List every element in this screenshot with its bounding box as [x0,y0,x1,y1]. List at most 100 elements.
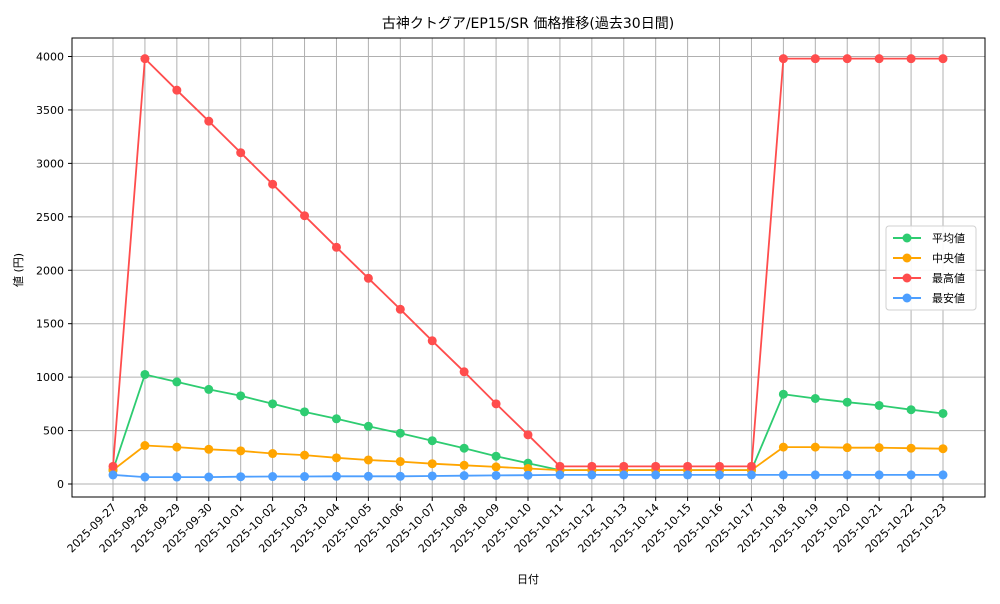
data-point [778,442,788,452]
data-point [874,470,884,480]
data-point [587,461,597,471]
legend-marker [902,253,912,263]
data-point [874,54,884,64]
data-point [555,470,565,480]
y-tick-label: 3500 [36,104,64,117]
data-point [331,471,341,481]
data-point [204,384,214,394]
data-point [204,472,214,482]
y-tick-label: 1000 [36,371,64,384]
data-point [906,405,916,415]
data-point [555,461,565,471]
data-point [906,54,916,64]
data-point [715,461,725,471]
data-point [204,116,214,126]
data-point [491,462,501,472]
data-point [172,85,182,95]
data-point [172,442,182,452]
data-point [842,54,852,64]
data-point [395,471,405,481]
data-point [395,428,405,438]
data-point [268,472,278,482]
data-point [363,455,373,465]
data-point [491,399,501,409]
data-point [651,461,661,471]
chart-title: 古神クトグア/EP15/SR 価格推移(過去30日間) [382,16,674,32]
grid-lines [72,38,985,497]
data-point [938,54,948,64]
data-point [906,470,916,480]
x-axis-ticks: 2025-09-272025-09-282025-09-292025-09-30… [65,497,949,555]
y-tick-label: 2500 [36,211,64,224]
data-point [938,470,948,480]
data-point [746,461,756,471]
data-point [108,470,118,480]
y-tick-label: 2000 [36,264,64,277]
data-point [810,394,820,403]
data-point [842,470,852,480]
data-point [363,471,373,481]
series-3 [108,470,948,482]
data-point [619,461,629,471]
data-point [778,54,788,64]
y-tick-label: 4000 [36,51,64,64]
legend-label: 最安値 [932,291,965,305]
data-point [236,472,246,482]
data-point [236,148,246,158]
data-point [619,470,629,480]
series-2 [108,54,948,471]
data-point [523,470,533,480]
data-point [938,444,948,454]
data-point [395,457,405,467]
x-axis-label: 日付 [517,573,539,586]
data-point [459,443,469,453]
y-axis-ticks: 0 500 1000 1500 2000 2500 3000 3500 4000 [36,51,72,491]
data-point [810,470,820,480]
data-point [459,471,469,481]
data-point [268,179,278,189]
data-point [363,273,373,283]
data-point [236,391,246,401]
data-point [300,450,310,460]
data-point [715,470,725,480]
data-point [491,451,501,461]
data-point [172,377,182,387]
data-point [236,446,246,456]
data-point [683,470,693,480]
y-tick-label: 0 [57,478,64,491]
data-point [842,443,852,453]
data-point [491,470,501,480]
data-point [427,336,437,346]
y-tick-label: 3000 [36,157,64,170]
data-point [300,472,310,482]
data-point [810,442,820,452]
series-layer [108,54,948,482]
data-point [331,453,341,463]
data-point [300,211,310,221]
data-point [778,389,788,399]
legend-box [885,225,977,311]
data-point [140,472,150,482]
data-point [395,304,405,314]
legend-label: 中央値 [932,252,965,265]
y-tick-label: 1500 [36,318,64,331]
data-point [140,54,150,64]
y-axis-label: 値 (円) [12,253,25,287]
y-tick-label: 500 [43,425,64,438]
legend-label: 最高値 [932,271,965,285]
data-point [523,464,533,474]
data-point [523,430,533,440]
data-point [874,400,884,410]
data-point [459,367,469,377]
data-point [427,471,437,481]
data-point [587,470,597,480]
data-point [938,408,948,418]
legend-marker [902,273,912,283]
legend-marker [902,293,912,303]
legend-label: 平均値 [932,232,965,245]
legend-marker [902,233,912,243]
data-point [459,460,469,470]
data-point [363,421,373,431]
